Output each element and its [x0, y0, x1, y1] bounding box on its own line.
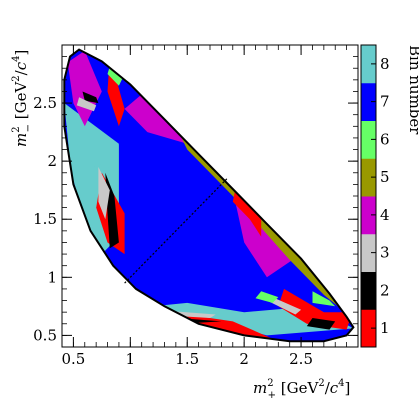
colorbar-tick-label: 1 [380, 319, 390, 337]
bin-region-6 [312, 291, 336, 307]
y-axis-label: m2− [GeV2/c4] [11, 50, 34, 147]
colorbar-segment-5 [361, 158, 376, 197]
colorbar-tick-label: 6 [380, 130, 390, 148]
colorbar-segment-8 [361, 45, 376, 84]
y-tick-label: 0.5 [33, 326, 57, 344]
colorbar-frame [360, 44, 377, 348]
colorbar-segment-7 [361, 82, 376, 121]
x-label-m: m [253, 379, 267, 397]
y-tick-label: 2.5 [33, 94, 57, 112]
x-tick-label: 1 [126, 350, 136, 368]
y-label-unit-sup1: 2 [11, 75, 22, 81]
y-label-unit-sup2: 4 [11, 55, 22, 61]
diagonal-line [124, 178, 228, 284]
x-tick-label: 2 [239, 350, 249, 368]
bin-region-2 [82, 91, 99, 104]
colorbar-tick-label: 3 [380, 244, 390, 262]
x-label-unit-mid: / [325, 379, 331, 397]
y-tick-label: 1.5 [33, 210, 57, 228]
colorbar-segment-4 [361, 196, 376, 235]
colorbar-segment-6 [361, 120, 376, 159]
x-label-unit-c: c [330, 379, 339, 397]
plot-area [63, 48, 355, 343]
y-label-unit-c: c [12, 61, 30, 70]
y-axis-ticks: 0.5 1 1.5 2 2.5 [33, 44, 358, 348]
x-label-sup: 2 [267, 378, 273, 389]
colorbar-tick-label: 2 [380, 281, 390, 299]
colorbar-tick-label: 5 [380, 168, 390, 186]
colorbar-segment-3 [361, 233, 376, 272]
colorbar-ticks: 1 2 3 4 5 6 7 8 [371, 55, 390, 337]
colorbar-tick-label: 8 [380, 55, 390, 73]
x-tick-label: 0.5 [61, 350, 85, 368]
y-tick-label: 1 [47, 268, 57, 286]
bin-region-3 [98, 167, 110, 220]
y-label-unit-mid: / [12, 69, 30, 75]
dalitz-boundary [63, 48, 355, 343]
x-axis-label: m2 + [GeV2/c4] [253, 378, 350, 401]
y-tick-label: 2 [47, 152, 57, 170]
y-label-m: m [12, 133, 30, 147]
colorbar [360, 44, 377, 348]
x-tick-label: 2.5 [289, 350, 313, 368]
colorbar-tick-label: 4 [380, 206, 390, 224]
colorbar-label: Bin number [406, 45, 419, 135]
bin-region-2 [306, 318, 336, 330]
colorbar-segment-1 [361, 309, 376, 348]
y-label-unit-pre: [GeV [12, 81, 30, 124]
bin-region-3 [76, 97, 97, 112]
colorbar-segment-2 [361, 271, 376, 310]
x-label-unit-sup1: 2 [318, 378, 324, 389]
y-label-sup: 2 [11, 126, 22, 132]
bin-region-1 [278, 288, 353, 330]
x-label-unit-sup2: 4 [338, 378, 344, 389]
bin-regions [64, 49, 354, 342]
colorbar-tick-label: 7 [380, 93, 390, 111]
x-label-unit-pre: [GeV [276, 379, 319, 397]
x-axis-ticks: 0.5 1 1.5 2 2.5 [61, 45, 359, 368]
x-label-unit-post: ] [345, 379, 351, 397]
x-label-sub: + [268, 390, 276, 401]
bin-region-6 [255, 291, 279, 303]
y-label-unit-post: ] [12, 50, 30, 56]
y-label-sub: − [23, 124, 34, 132]
x-tick-label: 1.5 [175, 350, 199, 368]
